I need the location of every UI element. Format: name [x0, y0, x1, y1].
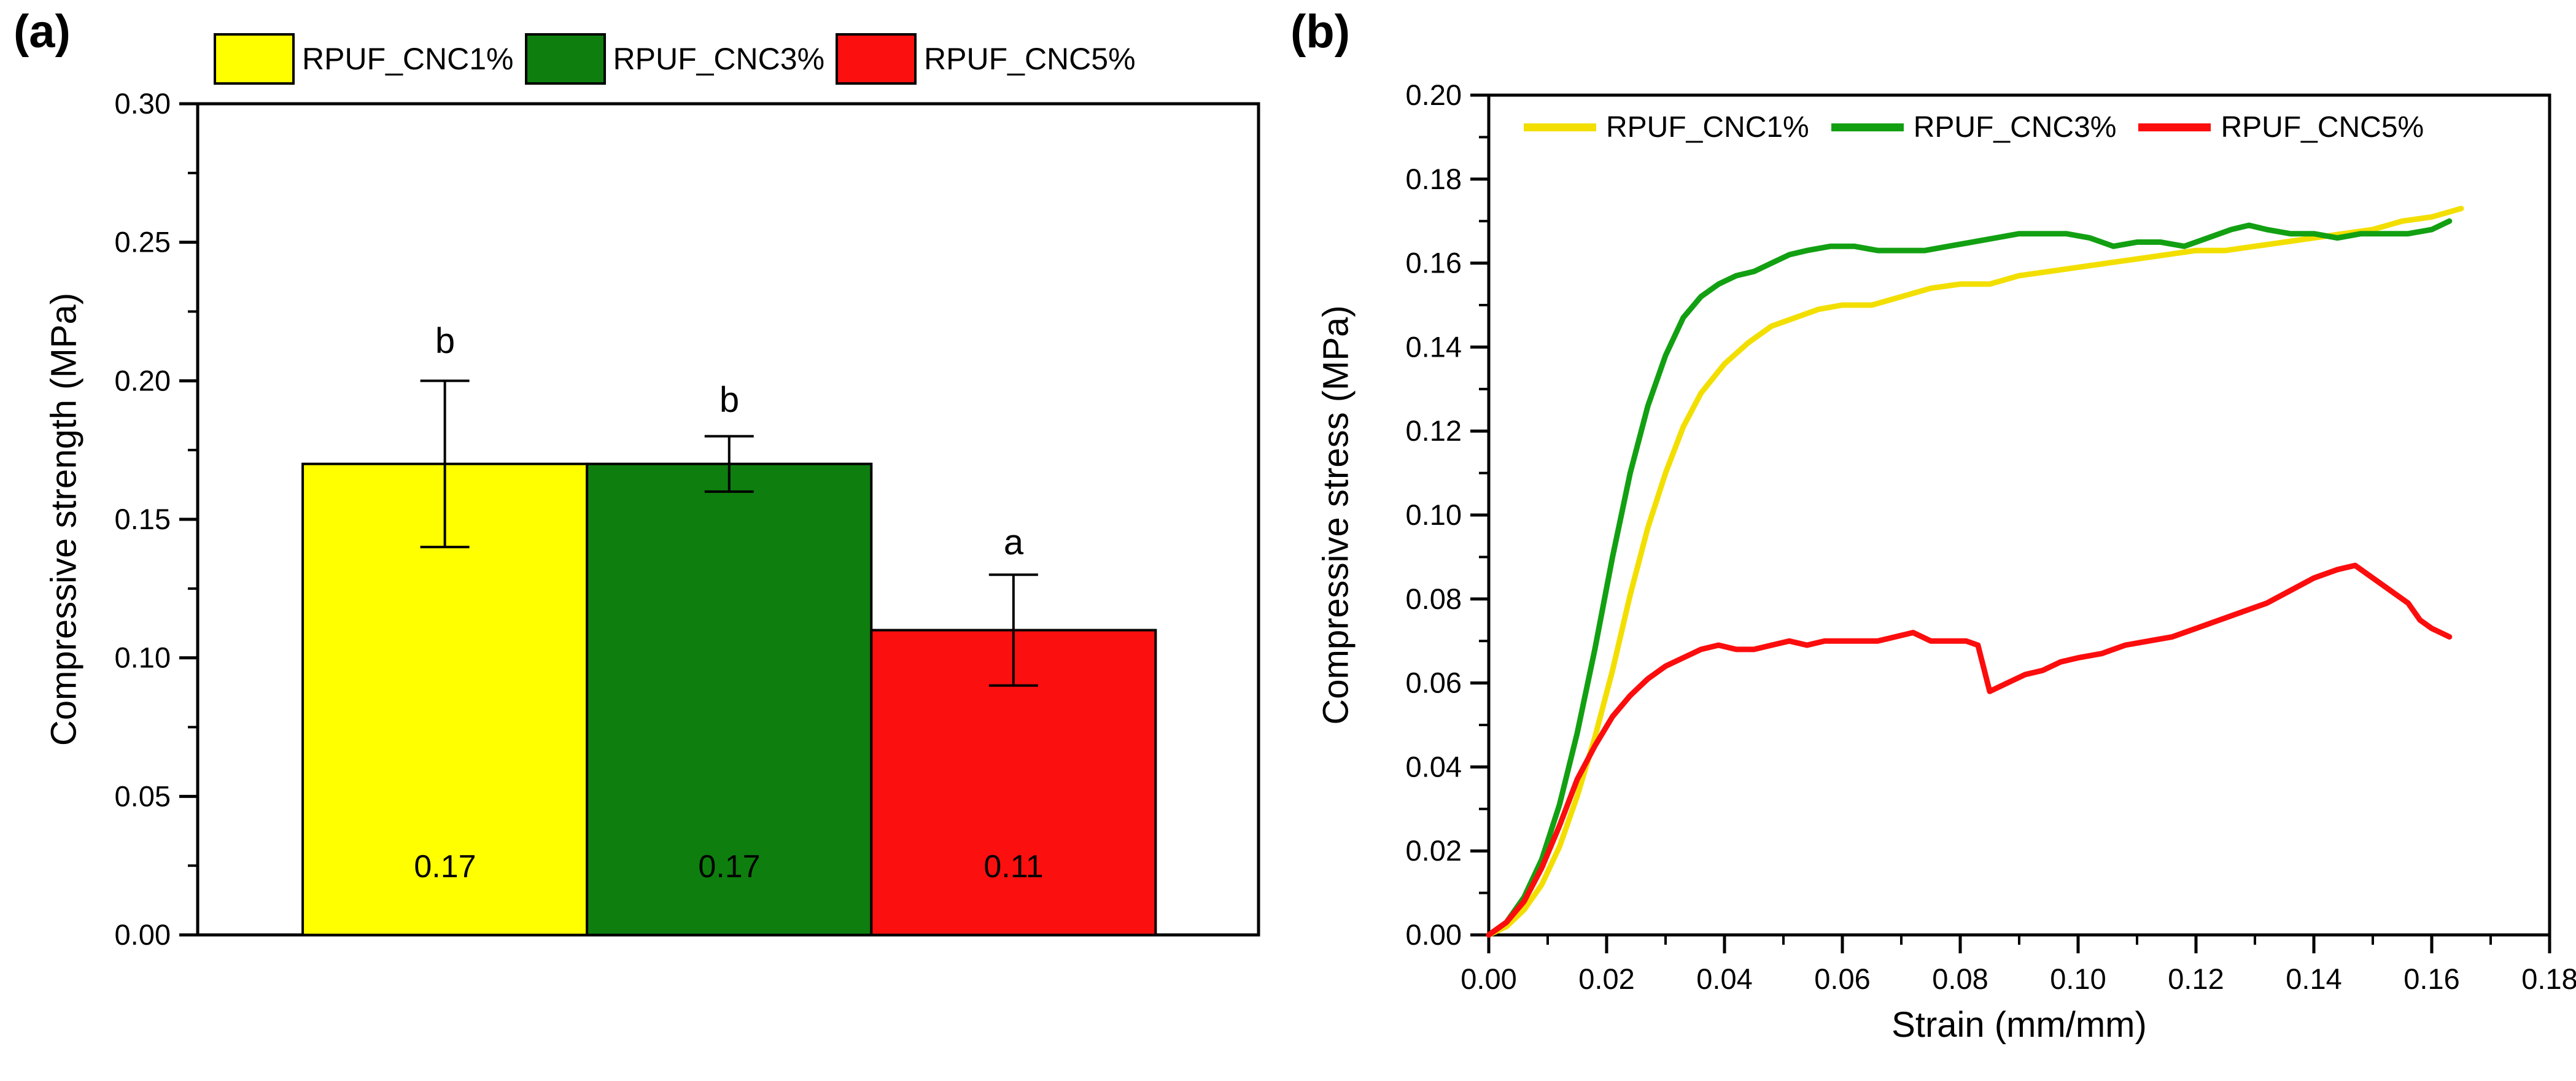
legend-label-rpuf-cnc5: RPUF_CNC5%: [924, 42, 1136, 76]
svg-text:0.18: 0.18: [2521, 963, 2576, 995]
svg-text:0.06: 0.06: [1814, 963, 1870, 995]
legend-swatch-rpuf-cnc5: [836, 33, 917, 85]
svg-text:0.20: 0.20: [1406, 79, 1462, 111]
panel-a-label: (a): [14, 6, 71, 58]
legend-label-b-rpuf-cnc5: RPUF_CNC5%: [2221, 111, 2424, 144]
bar-value-label-cnc1: 0.17: [414, 849, 476, 885]
legend-label-b-rpuf-cnc1: RPUF_CNC1%: [1606, 111, 1809, 144]
svg-text:0.00: 0.00: [1461, 963, 1516, 995]
legend-panel-a: RPUF_CNC1% RPUF_CNC3% RPUF_CNC5%: [214, 33, 1147, 85]
legend-line-rpuf-cnc1: [1524, 123, 1596, 131]
svg-text:0.06: 0.06: [1406, 667, 1462, 699]
significance-letter-cnc3: b: [719, 380, 740, 420]
legend-swatch-rpuf-cnc1: [214, 33, 295, 85]
svg-text:0.04: 0.04: [1696, 963, 1752, 995]
legend-panel-b: RPUF_CNC1% RPUF_CNC3% RPUF_CNC5%: [1524, 110, 2446, 144]
svg-text:0.14: 0.14: [1406, 330, 1462, 363]
svg-text:0.30: 0.30: [115, 87, 171, 120]
svg-text:0.10: 0.10: [115, 641, 171, 674]
svg-text:0.25: 0.25: [115, 226, 171, 258]
svg-text:0.00: 0.00: [115, 918, 171, 951]
svg-text:0.20: 0.20: [115, 364, 171, 397]
legend-label-rpuf-cnc1: RPUF_CNC1%: [302, 42, 514, 76]
legend-line-rpuf-cnc5: [2138, 123, 2211, 131]
svg-text:0.18: 0.18: [1406, 163, 1462, 195]
svg-text:0.00: 0.00: [1406, 918, 1462, 951]
panel-b-label: (b): [1290, 6, 1351, 58]
legend-swatch-rpuf-cnc3: [524, 33, 606, 85]
significance-letter-cnc5: a: [1003, 522, 1024, 562]
svg-text:0.05: 0.05: [115, 780, 171, 812]
legend-label-b-rpuf-cnc3: RPUF_CNC3%: [1913, 111, 2117, 144]
bar-value-label-cnc5: 0.11: [983, 849, 1044, 885]
legend-label-rpuf-cnc3: RPUF_CNC3%: [613, 42, 825, 76]
legend-line-rpuf-cnc3: [1831, 123, 1904, 131]
svg-text:0.16: 0.16: [2403, 963, 2459, 995]
svg-text:0.15: 0.15: [115, 503, 171, 535]
x-axis-label-panel-b: Strain (mm/mm): [1891, 1005, 2147, 1045]
svg-text:0.04: 0.04: [1406, 750, 1462, 783]
significance-letter-cnc1: b: [435, 321, 456, 361]
svg-text:0.02: 0.02: [1406, 834, 1462, 867]
svg-text:0.12: 0.12: [1406, 414, 1462, 447]
svg-text:0.08: 0.08: [1406, 583, 1462, 615]
svg-text:0.08: 0.08: [1932, 963, 1988, 995]
svg-text:0.16: 0.16: [1406, 247, 1462, 279]
bar-value-label-cnc3: 0.17: [698, 849, 761, 885]
svg-text:0.10: 0.10: [1406, 498, 1462, 531]
svg-text:0.12: 0.12: [2168, 963, 2224, 995]
svg-text:0.14: 0.14: [2286, 963, 2341, 995]
svg-text:0.10: 0.10: [2050, 963, 2106, 995]
svg-text:0.02: 0.02: [1578, 963, 1634, 995]
